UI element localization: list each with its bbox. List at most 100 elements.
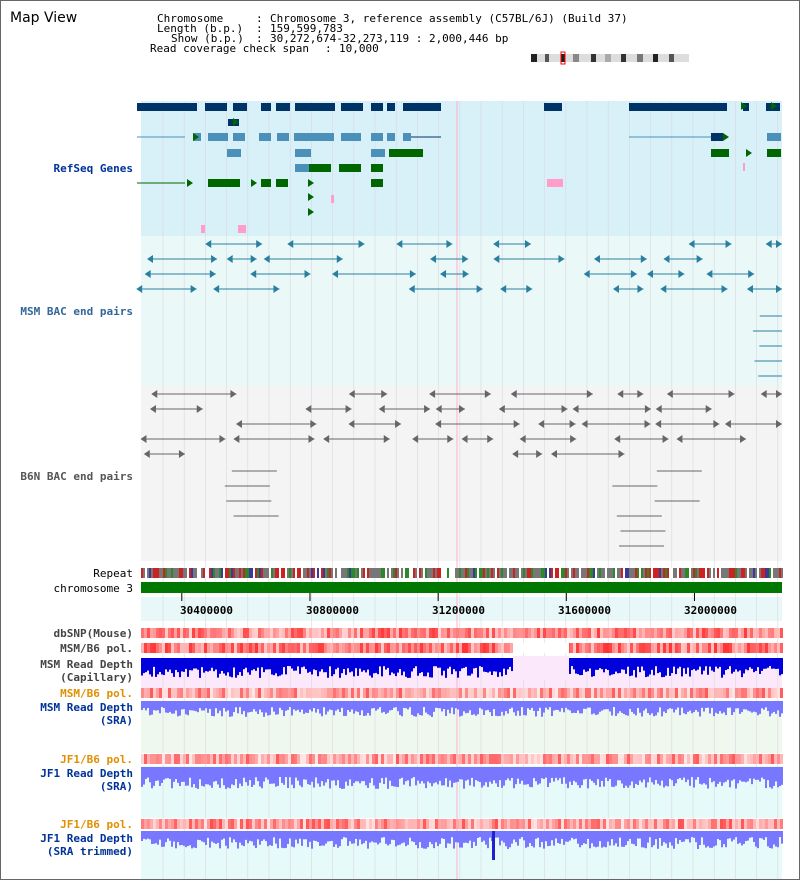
jf1-trimmed-depth <box>733 831 735 840</box>
repeat-feature <box>457 568 459 578</box>
msm-polymorphism-density <box>747 643 750 653</box>
jf1-polymorphism-density <box>456 754 459 764</box>
jf1-polymorphism-density <box>207 819 210 829</box>
jf1-polymorphism-density <box>246 819 249 829</box>
msm-sra-depth <box>399 701 401 716</box>
jf1-trimmed-depth <box>313 831 315 841</box>
msm-capillary-depth <box>375 658 377 673</box>
jf1-trimmed-depth <box>523 831 525 841</box>
jf1-trimmed-depth <box>143 831 145 839</box>
jf1-polymorphism-density <box>564 754 567 764</box>
msm-capillary-depth <box>751 658 753 669</box>
jf1-polymorphism-density <box>417 754 420 764</box>
repeat-feature <box>673 568 675 578</box>
repeat-feature <box>261 568 263 578</box>
jf1-sra-depth <box>349 767 351 780</box>
jf1-trimmed-depth <box>725 831 727 848</box>
jf1-polymorphism-density <box>648 819 651 829</box>
msm-polymorphism-density <box>756 643 759 653</box>
msm-sra-depth <box>773 701 775 712</box>
msm-polymorphism-density <box>423 688 426 698</box>
msm-capillary-depth <box>675 658 677 675</box>
jf1-sra-depth <box>333 767 335 781</box>
msm-polymorphism-density <box>357 643 360 653</box>
msm-capillary-depth <box>467 658 469 676</box>
msm-sra-depth <box>225 701 227 712</box>
jf1-trimmed-depth <box>299 831 301 839</box>
msm-capillary-depth <box>175 658 177 670</box>
jf1-trimmed-depth <box>637 831 639 839</box>
jf1-polymorphism-density <box>183 754 186 764</box>
msm-sra-depth <box>217 701 219 714</box>
jf1-sra-depth <box>549 767 551 783</box>
repeat-feature <box>731 568 733 578</box>
jf1-polymorphism-density <box>501 754 504 764</box>
jf1-sra-depth <box>389 767 391 781</box>
jf1-polymorphism-density <box>681 754 684 764</box>
axis-tick-label: 31600000 <box>558 604 611 617</box>
bac-end-marker <box>308 435 315 443</box>
jf1-polymorphism-density <box>165 819 168 829</box>
jf1-polymorphism-density <box>195 819 198 829</box>
jf1-sra-depth <box>639 767 641 781</box>
jf1-sra-depth <box>435 767 437 783</box>
gene-direction-arrow <box>741 102 747 110</box>
colon: : <box>256 22 263 35</box>
repeat-track-label: Repeat <box>93 567 133 580</box>
repeat-feature <box>681 568 683 578</box>
msm-polymorphism-density <box>513 688 516 698</box>
dbsnp-density <box>219 628 222 638</box>
msm-capillary-gap <box>513 656 569 680</box>
repeat-feature <box>463 568 465 578</box>
jf1-polymorphism-density <box>516 754 519 764</box>
jf1-polymorphism-density <box>768 819 771 829</box>
bac-end-marker <box>484 390 491 398</box>
msm-polymorphism-density <box>633 688 636 698</box>
jf1-trimmed-depth <box>195 831 197 849</box>
jf1-sra-depth <box>381 767 383 779</box>
msm-polymorphism-density <box>483 643 486 653</box>
msm-polymorphism-density <box>408 643 411 653</box>
msm-capillary-depth <box>311 658 313 675</box>
repeat-feature <box>375 568 377 578</box>
msm-capillary-depth <box>365 658 367 673</box>
jf1-sra-depth <box>177 767 179 783</box>
msm-sra-depth <box>487 701 489 710</box>
jf1-trimmed-depth <box>509 831 511 848</box>
jf1-sra-depth <box>355 767 357 782</box>
jf1-sra-depth <box>495 767 497 784</box>
jf1-polymorphism-density <box>675 754 678 764</box>
bac-end-marker <box>561 405 568 413</box>
jf1-polymorphism-density <box>714 754 717 764</box>
bac-end-marker <box>646 270 653 278</box>
jf1-trimmed-depth <box>373 831 375 843</box>
dbsnp-density <box>585 628 588 638</box>
jf1-polymorphism-density <box>486 754 489 764</box>
jf1-polymorphism-density <box>468 754 471 764</box>
jf1-trimmed-depth <box>339 831 341 847</box>
jf1-sra-depth <box>611 767 613 787</box>
jf1-trimmed-depth <box>407 831 409 845</box>
jf1-polymorphism-density <box>309 754 312 764</box>
jf1-polymorphism-density <box>351 754 354 764</box>
repeat-feature <box>397 568 399 578</box>
msm-sra-depth <box>651 701 653 714</box>
dbsnp-density <box>192 628 195 638</box>
msm-polymorphism-density <box>600 688 603 698</box>
jf1-polymorphism-density <box>426 819 429 829</box>
msm-capillary-depth <box>777 658 779 669</box>
repeat-feature <box>571 568 573 578</box>
dbsnp-density <box>279 628 282 638</box>
msm-sra-depth <box>233 701 235 713</box>
repeat-feature <box>267 568 269 578</box>
refseq-gene <box>331 195 334 203</box>
dbsnp-density <box>738 628 741 638</box>
repeat-feature <box>357 568 359 578</box>
msm-capillary-depth <box>143 658 145 674</box>
jf1-polymorphism-density <box>426 754 429 764</box>
msm-polymorphism-density <box>267 643 270 653</box>
jf1-sra-depth <box>187 767 189 786</box>
dbsnp-density <box>183 628 186 638</box>
msm-sra-depth <box>429 701 431 716</box>
